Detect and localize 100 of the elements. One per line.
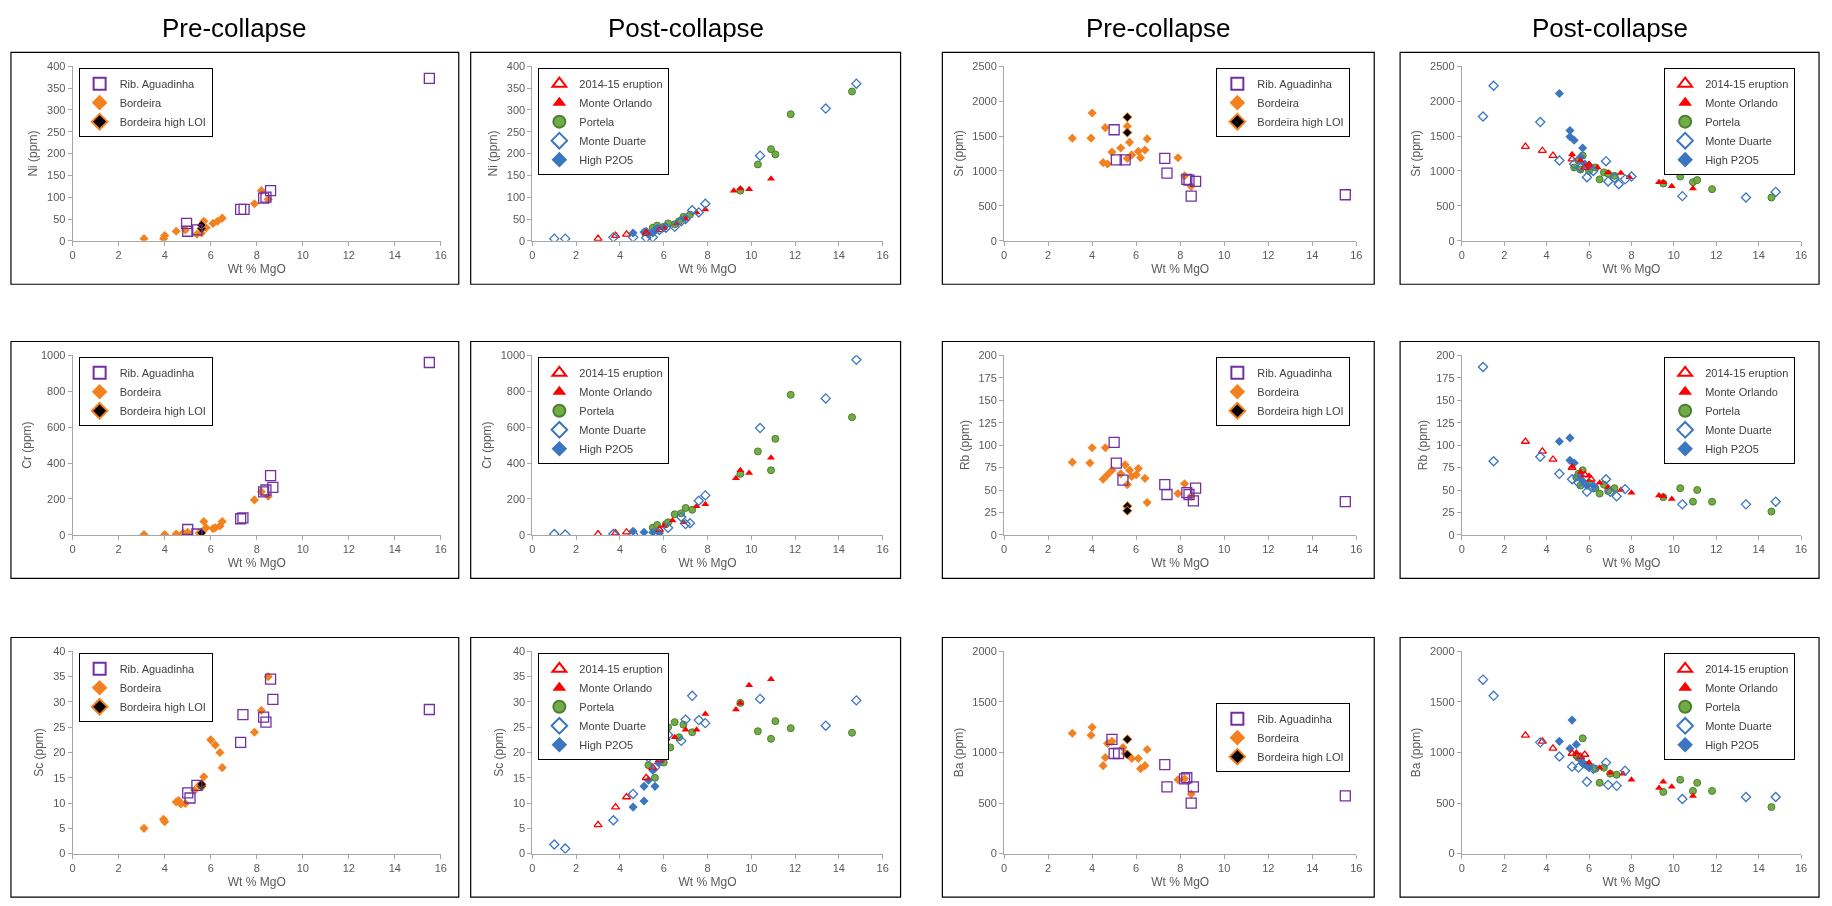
x-tick-label: 4 bbox=[616, 249, 624, 262]
legend-label: Monte Duarte bbox=[579, 424, 647, 437]
x-tick-label: 0 bbox=[1001, 861, 1008, 874]
x-tick-label: 8 bbox=[1177, 543, 1184, 556]
x-tick-label: 8 bbox=[253, 543, 260, 556]
y-tick-label: 25 bbox=[512, 721, 526, 734]
x-axis-title: Wt % MgO bbox=[1151, 261, 1210, 276]
x-tick-label: 8 bbox=[704, 861, 711, 874]
x-tick-label: 2 bbox=[1501, 861, 1508, 874]
x-tick-label: 4 bbox=[1543, 249, 1550, 262]
y-tick-label: 300 bbox=[506, 103, 526, 116]
x-tick-label: 16 bbox=[1350, 249, 1363, 262]
y-tick-label: 0 bbox=[59, 847, 66, 860]
y-tick-label: 150 bbox=[978, 394, 997, 407]
legend-label: High P2O5 bbox=[579, 443, 634, 456]
x-tick-label: 6 bbox=[1585, 543, 1593, 556]
legend-label: High P2O5 bbox=[579, 739, 634, 752]
x-tick-label: 0 bbox=[1458, 543, 1465, 556]
y-tick-label: 1500 bbox=[1430, 129, 1455, 142]
x-tick-label: 4 bbox=[616, 861, 624, 874]
y-tick-label: 10 bbox=[53, 796, 66, 809]
x-tick-label: 12 bbox=[788, 249, 802, 262]
x-tick-label: 16 bbox=[1350, 861, 1363, 874]
y-tick-label: 50 bbox=[1442, 483, 1455, 496]
x-tick-label: 6 bbox=[207, 861, 214, 874]
legend-label: Portela bbox=[579, 405, 616, 418]
y-tick-label: 5 bbox=[519, 822, 526, 835]
x-tick-label: 6 bbox=[660, 543, 667, 556]
x-tick-label: 10 bbox=[296, 249, 309, 262]
x-tick-label: 12 bbox=[342, 543, 355, 556]
y-tick-label: 1500 bbox=[972, 129, 997, 142]
y-tick-label: 150 bbox=[47, 169, 66, 182]
legend-label: Portela bbox=[579, 115, 616, 128]
x-tick-label: 14 bbox=[1306, 543, 1319, 556]
y-tick-label: 200 bbox=[47, 492, 66, 505]
y-tick-label: 50 bbox=[984, 483, 997, 496]
x-tick-label: 6 bbox=[660, 861, 667, 874]
y-tick-label: 2000 bbox=[972, 94, 997, 107]
y-tick-label: 35 bbox=[512, 670, 526, 683]
x-tick-label: 12 bbox=[1710, 861, 1723, 874]
x-tick-label: 4 bbox=[161, 861, 168, 874]
y-tick-label: 175 bbox=[1436, 371, 1455, 384]
x-tick-label: 6 bbox=[1585, 861, 1593, 874]
legend-label: High P2O5 bbox=[579, 153, 634, 166]
x-tick-label: 10 bbox=[1667, 543, 1680, 556]
y-axis-title: Rb (ppm) bbox=[957, 420, 972, 471]
y-tick-label: 25 bbox=[1442, 506, 1455, 519]
y-tick-label: 600 bbox=[506, 421, 526, 433]
y-tick-label: 15 bbox=[53, 771, 66, 784]
x-tick-label: 14 bbox=[388, 861, 401, 874]
x-tick-label: 14 bbox=[1752, 861, 1765, 874]
y-tick-label: 30 bbox=[53, 695, 66, 708]
x-tick-label: 6 bbox=[1133, 543, 1140, 556]
legend-label: Rib. Aguadinha bbox=[1257, 367, 1333, 380]
y-tick-label: 1000 bbox=[972, 746, 997, 759]
y-axis-title: Ba (ppm) bbox=[951, 727, 966, 778]
x-tick-label: 10 bbox=[296, 861, 309, 874]
x-tick-label: 10 bbox=[745, 861, 758, 874]
y-tick-label: 5 bbox=[59, 822, 66, 835]
y-tick-label: 125 bbox=[1436, 416, 1455, 429]
legend-label: Monte Orlando bbox=[579, 682, 653, 695]
y-tick-label: 250 bbox=[506, 125, 526, 138]
legend-label: Bordeira high LOI bbox=[119, 701, 206, 714]
legend-label: Portela bbox=[579, 701, 616, 714]
y-axis-title: Ni (ppm) bbox=[26, 130, 41, 177]
x-tick-label: 12 bbox=[1710, 543, 1723, 556]
x-tick-label: 12 bbox=[342, 249, 355, 262]
legend-label: Monte Orlando bbox=[1705, 682, 1778, 695]
y-tick-label: 2000 bbox=[1430, 645, 1455, 658]
x-axis-title: Wt % MgO bbox=[1602, 261, 1661, 276]
x-tick-label: 16 bbox=[876, 543, 889, 556]
y-tick-label: 100 bbox=[1436, 438, 1455, 451]
legend-label: Rib. Aguadinha bbox=[119, 663, 196, 676]
y-tick-label: 2000 bbox=[972, 645, 997, 658]
y-tick-label: 100 bbox=[978, 438, 997, 451]
x-axis-title: Wt % MgO bbox=[227, 261, 286, 276]
x-tick-label: 14 bbox=[1752, 249, 1765, 262]
y-tick-label: 2000 bbox=[1430, 94, 1455, 107]
legend-label: Bordeira high LOI bbox=[1257, 405, 1344, 418]
y-tick-label: 100 bbox=[506, 191, 526, 204]
y-tick-label: 0 bbox=[519, 234, 526, 247]
x-axis-title: Wt % MgO bbox=[678, 556, 737, 570]
legend-label: 2014-15 eruption bbox=[1705, 77, 1789, 90]
y-tick-label: 100 bbox=[47, 191, 66, 204]
x-axis-title: Wt % MgO bbox=[1602, 874, 1661, 889]
legend-label: 2014-15 eruption bbox=[1705, 663, 1789, 676]
x-axis-title: Wt % MgO bbox=[227, 556, 286, 570]
y-tick-label: 0 bbox=[990, 528, 997, 541]
legend-label: Bordeira high LOI bbox=[119, 115, 206, 128]
x-axis-title: Wt % MgO bbox=[1151, 874, 1210, 889]
y-tick-label: 150 bbox=[1436, 394, 1455, 407]
x-tick-label: 8 bbox=[1177, 861, 1184, 874]
y-tick-label: 800 bbox=[506, 385, 526, 398]
y-axis-title: Sr (ppm) bbox=[951, 130, 966, 177]
x-tick-label: 14 bbox=[832, 861, 845, 874]
x-tick-label: 8 bbox=[253, 249, 260, 262]
x-tick-label: 4 bbox=[161, 543, 168, 556]
legend-label: High P2O5 bbox=[1705, 153, 1759, 166]
y-axis-title: Sr (ppm) bbox=[1409, 130, 1424, 177]
y-tick-label: 500 bbox=[978, 796, 997, 809]
